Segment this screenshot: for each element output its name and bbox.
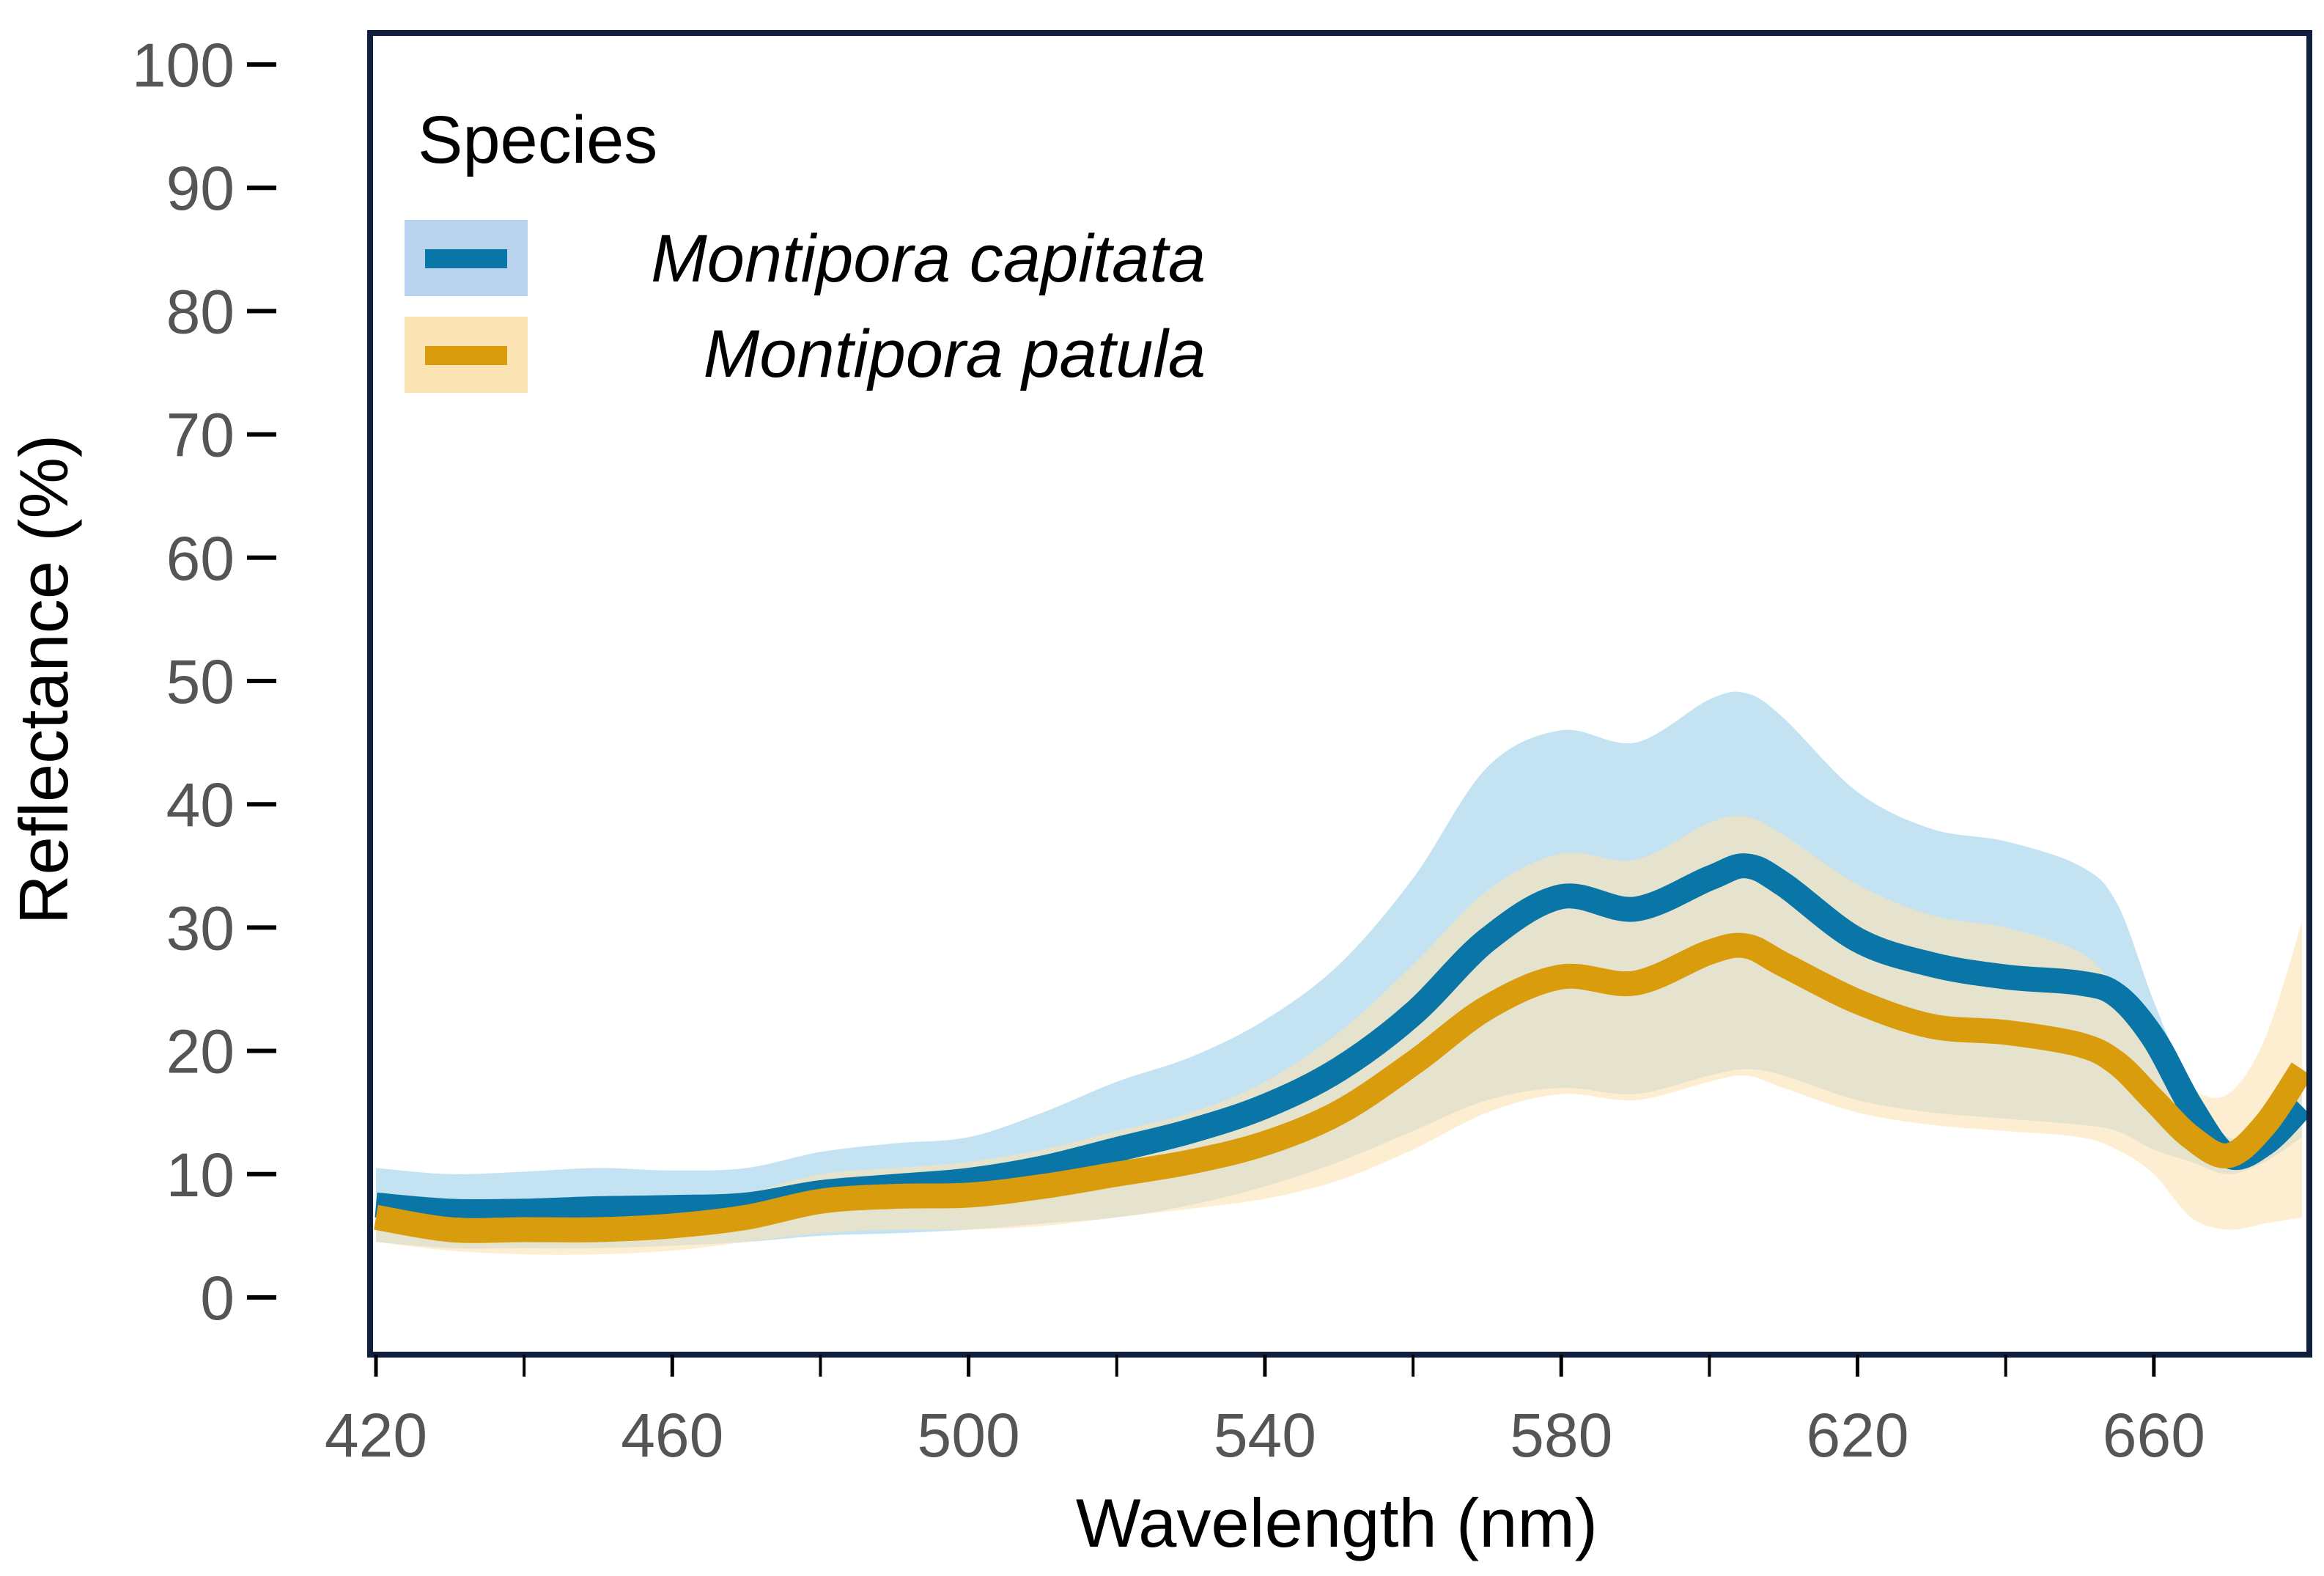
y-tick-label: 10 <box>166 1141 235 1209</box>
legend-title: Species <box>418 103 657 177</box>
y-tick-label: 20 <box>166 1017 235 1086</box>
series-line-montipora-patula <box>374 932 2313 1243</box>
x-tick-label: 500 <box>918 1401 1020 1470</box>
legend-line-swatch <box>425 346 507 365</box>
y-tick-label: 50 <box>166 647 235 716</box>
y-tick-label: 70 <box>166 401 235 470</box>
x-tick-label: 460 <box>621 1401 723 1470</box>
y-tick-label: 100 <box>132 31 235 100</box>
x-axis-title: Wavelength (nm) <box>1076 1484 1598 1561</box>
x-tick-label: 620 <box>1806 1401 1908 1470</box>
y-tick-label: 30 <box>166 894 235 962</box>
x-tick-label: 420 <box>325 1401 427 1470</box>
legend-item-montipora-capitata: Montipora capitata <box>405 220 1206 296</box>
y-tick-label: 60 <box>166 524 235 593</box>
legend: Species Montipora capitata Montipora pat… <box>405 103 1206 393</box>
x-tick-label: 580 <box>1510 1401 1612 1470</box>
y-axis-title: Reflectance (%) <box>5 435 82 925</box>
x-tick-label: 540 <box>1214 1401 1316 1470</box>
y-tick-label: 0 <box>200 1264 235 1333</box>
confidence-band-montipora-capitata <box>376 691 2302 1249</box>
y-tick-label: 40 <box>166 770 235 839</box>
legend-item-montipora-patula: Montipora patula <box>405 317 1206 393</box>
series-line-montipora-capitata <box>375 853 2312 1225</box>
legend-line-swatch <box>425 249 507 268</box>
plot-frame <box>367 30 2312 1358</box>
x-axis: 420 460 500 540 580 620 660 <box>325 1355 2205 1470</box>
y-tick-label: 90 <box>166 154 235 223</box>
series-lines <box>374 853 2313 1243</box>
x-tick-label: 660 <box>2103 1401 2205 1470</box>
y-axis: 0 10 20 30 40 50 60 70 80 90 100 <box>132 31 276 1333</box>
legend-label: Montipora patula <box>704 317 1206 391</box>
y-tick-label: 80 <box>166 277 235 346</box>
legend-label: Montipora capitata <box>651 221 1206 296</box>
